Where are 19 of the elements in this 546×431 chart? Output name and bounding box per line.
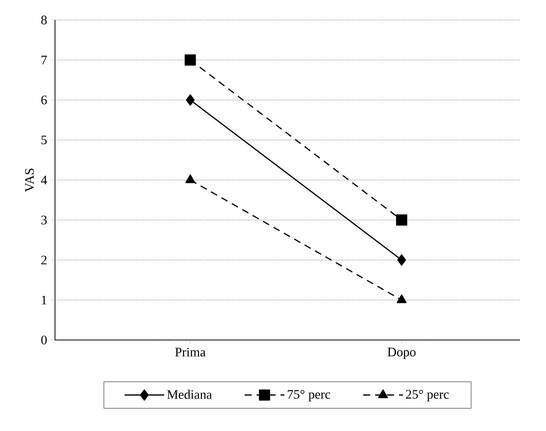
x-tick-label: Prima [175,348,206,356]
legend-label: 25° perc [406,390,449,402]
point [184,54,196,66]
y-tick-label: 7 [42,56,47,64]
y-tick-label: 6 [41,96,47,104]
y-tick-label: 0 [41,336,47,344]
y-tick-label: 2 [41,256,47,264]
y-tick-label: 1 [42,296,46,304]
y-tick-label: 3 [41,216,47,224]
y-tick-label: 8 [41,16,47,24]
point [396,214,408,226]
x-tick-label: Dopo [388,348,416,359]
point [186,94,195,106]
legend-label: 75° perc [288,390,330,402]
y-tick-label: 4 [41,176,48,184]
y-tick-label: 5 [42,136,47,144]
y-axis-title: VAS [25,168,34,192]
legend-label: Mediana [167,390,212,399]
point [397,254,406,266]
